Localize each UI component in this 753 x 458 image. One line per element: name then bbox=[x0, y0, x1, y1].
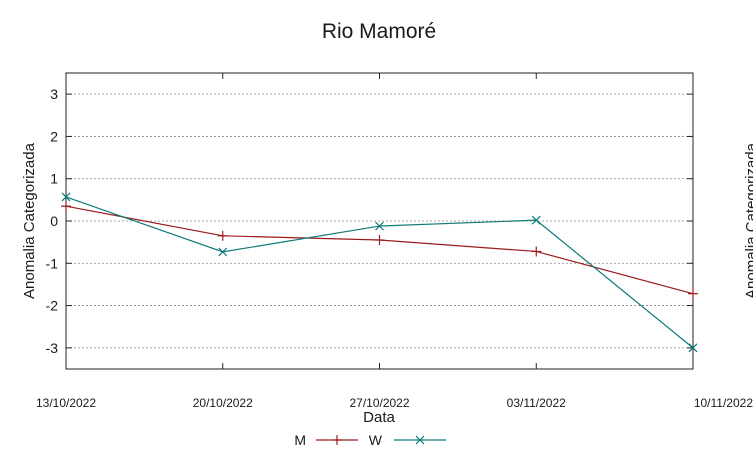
right-y-axis-label: Anomalia Categorizada bbox=[743, 142, 753, 299]
chart-title: Rio Mamoré bbox=[322, 20, 436, 43]
grid-lines bbox=[66, 93, 693, 349]
x-tick-label: 20/10/2022 bbox=[193, 396, 253, 410]
y-axis: 3 2 1 0 -1 -2 -3 bbox=[46, 86, 693, 356]
x-axis-label: Data bbox=[363, 409, 395, 426]
y-tick-label: 3 bbox=[50, 86, 58, 102]
data-point-W bbox=[375, 221, 384, 231]
series-line-M bbox=[65, 205, 694, 295]
data-point-W bbox=[531, 215, 541, 225]
legend-label-W: W bbox=[369, 432, 383, 448]
x-tick-label: 10/11/2022 bbox=[694, 396, 753, 410]
y-tick-label: -1 bbox=[46, 255, 59, 271]
legend-marker-W bbox=[415, 435, 425, 445]
data-point-M bbox=[217, 230, 228, 241]
x-axis: 13/10/2022 20/10/2022 27/10/2022 03/11/2022… bbox=[36, 73, 753, 410]
data-point-M bbox=[531, 246, 542, 257]
data-point-M bbox=[688, 288, 698, 299]
legend-marker-M bbox=[332, 435, 342, 445]
y-tick-label: -3 bbox=[46, 340, 59, 356]
data-point-W bbox=[688, 343, 698, 353]
x-tick-label: 27/10/2022 bbox=[349, 396, 409, 410]
y-tick-label: 1 bbox=[50, 171, 58, 187]
y-tick-label: 2 bbox=[50, 128, 58, 144]
data-point-M bbox=[61, 201, 71, 212]
series-line-W bbox=[65, 196, 694, 349]
series-group bbox=[61, 192, 698, 353]
y-tick-label: 0 bbox=[50, 213, 58, 229]
legend-label-M: M bbox=[294, 432, 306, 448]
y-tick-label: -2 bbox=[46, 298, 59, 314]
data-point-M bbox=[374, 235, 385, 246]
y-axis-label: Anomalia Categorizada bbox=[21, 142, 38, 299]
data-point-W bbox=[61, 192, 71, 202]
x-tick-label: 03/11/2022 bbox=[507, 396, 566, 410]
x-tick-label: 13/10/2022 bbox=[36, 396, 96, 410]
data-point-W bbox=[218, 247, 228, 257]
